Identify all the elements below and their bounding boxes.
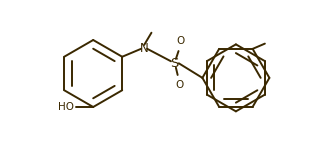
Text: O: O <box>175 80 184 90</box>
Text: HO: HO <box>58 102 74 112</box>
Text: O: O <box>176 36 184 46</box>
Text: S: S <box>171 57 179 70</box>
Text: N: N <box>140 42 148 55</box>
